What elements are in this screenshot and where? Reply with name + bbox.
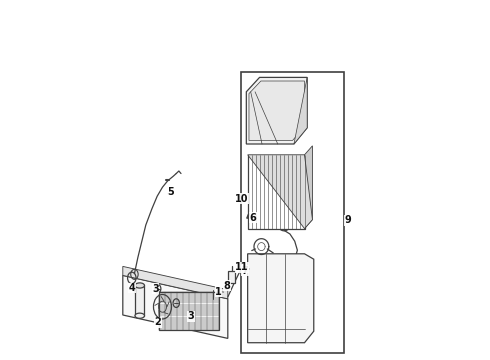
Bar — [159, 292, 219, 330]
Polygon shape — [246, 77, 307, 144]
Polygon shape — [249, 81, 304, 140]
Text: 6: 6 — [249, 213, 256, 223]
Text: 3: 3 — [188, 311, 195, 321]
Text: 3: 3 — [152, 284, 159, 294]
Text: 4: 4 — [129, 283, 135, 293]
Ellipse shape — [135, 313, 145, 318]
Text: 5: 5 — [167, 186, 174, 197]
Text: 11: 11 — [235, 262, 248, 272]
Polygon shape — [123, 275, 228, 338]
Text: 10: 10 — [235, 194, 248, 204]
Polygon shape — [247, 155, 313, 229]
Text: 7: 7 — [242, 266, 248, 276]
Polygon shape — [304, 146, 313, 229]
Polygon shape — [247, 254, 314, 343]
Bar — [241, 72, 344, 353]
Ellipse shape — [135, 283, 145, 288]
Polygon shape — [294, 77, 307, 144]
Bar — [247, 155, 304, 229]
Text: 8: 8 — [223, 281, 230, 291]
Text: 1: 1 — [215, 287, 222, 297]
Bar — [135, 285, 145, 316]
Text: 9: 9 — [344, 215, 351, 225]
Polygon shape — [123, 266, 228, 299]
Bar — [228, 271, 235, 283]
Text: 2: 2 — [154, 317, 161, 327]
